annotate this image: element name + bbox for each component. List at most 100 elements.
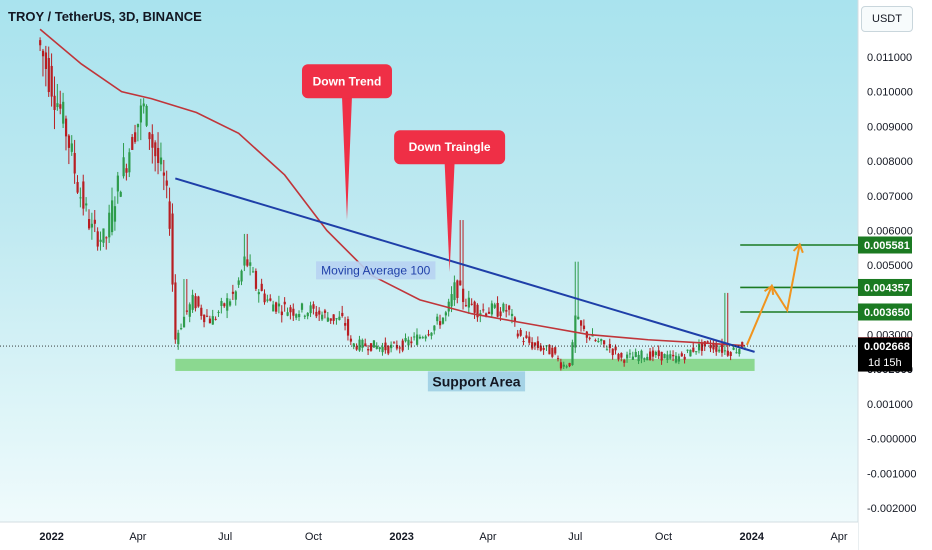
candle-body [372, 340, 376, 348]
candle-body [131, 137, 134, 150]
candle-body [70, 143, 73, 152]
symbol-title[interactable]: TROY / TetherUS, 3D, BINANCE [8, 9, 202, 24]
candle-body [295, 314, 298, 318]
callout-pointer [341, 96, 352, 221]
candle-body [197, 296, 200, 307]
moving-average-line [39, 28, 746, 347]
candle-body [562, 364, 565, 367]
candle-body [180, 328, 183, 330]
candle-body [87, 219, 91, 229]
y-tick-label: -0.002000 [867, 503, 917, 515]
candle-body [228, 301, 232, 306]
candle-body [249, 262, 252, 266]
candle-body [177, 332, 180, 345]
candle-body [395, 344, 399, 349]
candle-body [318, 310, 321, 315]
candle-body [510, 313, 514, 317]
candle-body [266, 299, 269, 301]
candle-body [251, 271, 255, 273]
candle-body [205, 315, 209, 317]
x-tick-label: 2023 [389, 531, 413, 543]
candle-body [99, 239, 102, 242]
candle-body [565, 366, 568, 368]
candle-body [436, 316, 439, 322]
x-tick-label: Apr [129, 531, 146, 543]
candle-body [646, 356, 649, 361]
candle-body [577, 316, 580, 320]
time-axis-panel [0, 522, 858, 550]
candle-body [162, 172, 166, 176]
candle-body [623, 360, 626, 363]
candle-body [111, 200, 114, 233]
candle-body [217, 311, 220, 313]
candle-body [226, 298, 229, 311]
candle-body [321, 314, 324, 320]
x-tick-label: Jul [568, 531, 582, 543]
candle-body [718, 349, 721, 352]
candle-body [392, 342, 396, 344]
candle-body [427, 334, 430, 336]
currency-selector[interactable]: USDT [861, 6, 913, 32]
candle-body [680, 353, 683, 357]
candle-body [611, 348, 614, 356]
candle-body [416, 334, 419, 345]
candle-body [502, 303, 505, 312]
candle-body [674, 355, 678, 363]
last-price-badge-sub: 1d 15h [868, 357, 902, 369]
price-axis-panel [858, 0, 932, 550]
candle-body [508, 305, 511, 310]
candle-body [473, 301, 476, 313]
candle-body [390, 344, 393, 349]
candle-body [444, 312, 447, 316]
candle-body [125, 168, 128, 173]
candle-body [597, 340, 600, 342]
candle-body [119, 191, 122, 197]
candle-body [439, 321, 442, 326]
candle-body [151, 134, 154, 148]
candle-body [666, 354, 669, 360]
candle-body [525, 335, 528, 339]
candle-body [234, 291, 237, 300]
candle-body [182, 316, 186, 328]
candle-body [39, 40, 42, 46]
y-tick-label: -0.001000 [867, 468, 917, 480]
candle-body [600, 339, 603, 342]
x-tick-label: 2022 [39, 531, 63, 543]
candle-body [631, 356, 634, 360]
candle-body [283, 301, 286, 305]
candle-body [695, 351, 698, 353]
candle-body [231, 291, 235, 294]
support-zone [175, 358, 755, 371]
candle-body [59, 104, 62, 109]
candle-body [257, 292, 260, 295]
candle-body [358, 339, 361, 351]
x-tick-label: Oct [655, 531, 672, 543]
candle-body [533, 342, 537, 346]
candle-body [200, 307, 203, 316]
y-tick-label: 0.010000 [867, 87, 913, 99]
candle-body [649, 351, 652, 360]
candle-body [554, 347, 557, 354]
target-price-badge: 0.003650 [864, 307, 910, 319]
candle-body [735, 352, 738, 354]
candle-body [651, 350, 655, 357]
candle-body [280, 311, 283, 316]
candle-body [582, 325, 586, 330]
candle-body [344, 323, 347, 326]
candle-body [67, 135, 71, 148]
candle-body [493, 304, 496, 308]
callout-box [394, 130, 506, 165]
candle-body [729, 352, 732, 357]
candle-body [44, 52, 48, 70]
candle-body [384, 342, 387, 351]
target-price-badge: 0.004357 [864, 282, 910, 294]
candle-body [556, 358, 560, 360]
candle-body [194, 296, 197, 309]
x-tick-label: Jul [218, 531, 232, 543]
candle-body [464, 305, 468, 307]
candle-body [654, 351, 658, 355]
candle-body [102, 228, 105, 243]
candle-body [643, 358, 646, 360]
candle-body [300, 303, 304, 310]
